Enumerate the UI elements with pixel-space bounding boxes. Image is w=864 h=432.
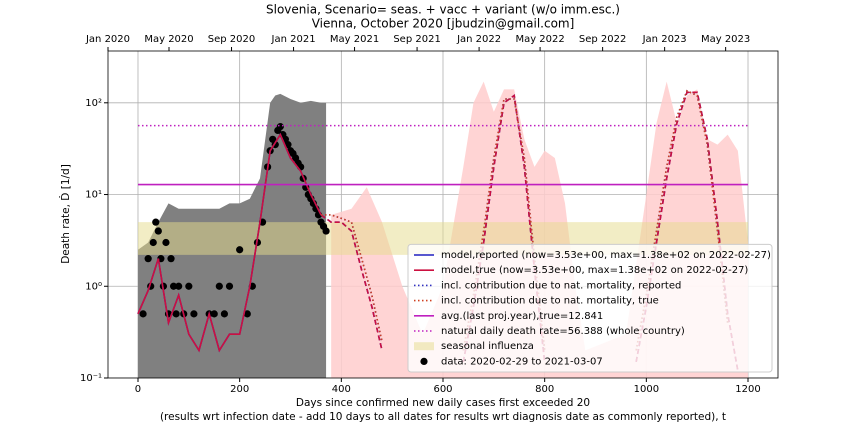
- y-tick-label: 10²: [85, 98, 102, 109]
- legend-label: incl. contribution due to nat. mortality…: [441, 280, 681, 291]
- y-axis-label: Death rate, Ḋ [1/d]: [59, 164, 72, 264]
- legend-label: natural daily death rate=56.388 (whole c…: [441, 326, 685, 337]
- x2-tick-label: Jan 2022: [456, 34, 501, 45]
- x2-tick-label: Sep 2022: [579, 34, 626, 45]
- data-point: [167, 255, 175, 263]
- data-point: [190, 310, 198, 318]
- x2-tick-label: Jan 2021: [271, 34, 316, 45]
- legend-label: data: 2020-02-29 to 2021-03-07: [441, 356, 603, 367]
- data-point: [149, 238, 157, 247]
- data-point: [162, 238, 170, 247]
- data-point: [172, 310, 180, 318]
- data-point: [220, 310, 229, 318]
- x2-tick-label: Sep 2021: [393, 34, 440, 45]
- data-point: [225, 282, 234, 290]
- data-point: [169, 282, 178, 290]
- legend-label: seasonal influenza: [441, 341, 534, 352]
- data-point: [276, 123, 284, 131]
- legend-label: incl. contribution due to nat. mortality…: [441, 296, 659, 307]
- x2-tick-label: Jan 2020: [85, 34, 130, 45]
- x-tick-label: 800: [535, 384, 554, 395]
- axes: 0 200 400 600 800 1000 1200 Jan 2020 May 2020 Sep…: [80, 34, 779, 395]
- series-line: [462, 98, 546, 351]
- x-tick-label: 1200: [735, 384, 760, 395]
- x2-tick-label: May 2021: [330, 34, 379, 45]
- legend-box: [407, 243, 773, 373]
- chart-subtitle: Vienna, October 2020 [jbudzin@gmail.com]: [312, 17, 575, 31]
- y-tick-label: 10⁻¹: [80, 373, 102, 384]
- data-point: [185, 282, 193, 290]
- data-point: [152, 218, 160, 226]
- legend-label: model,reported (now=3.53e+00, max=1.38e+…: [441, 250, 771, 261]
- x2-tick-label: Sep 2020: [208, 34, 255, 45]
- x-tick-label: 200: [230, 384, 249, 395]
- x-tick-label: 1000: [634, 384, 659, 395]
- legend-swatch: [414, 342, 434, 351]
- data-point: [322, 227, 330, 235]
- data-point: [215, 282, 223, 290]
- x-axis-label: Days since confirmed new daily cases fir…: [296, 397, 590, 409]
- legend-swatch: [420, 357, 428, 365]
- chart-title: Slovenia, Scenario= seas. + vacc + varia…: [266, 3, 620, 17]
- x-tick-label: 400: [332, 384, 351, 395]
- x-axis-note: (results wrt infection date - add 10 day…: [160, 411, 726, 423]
- data-point: [154, 227, 162, 235]
- data-point: [243, 310, 251, 318]
- series-line: [137, 132, 322, 353]
- x-tick-label: 0: [135, 384, 141, 395]
- y-tick-label: 10¹: [85, 190, 102, 201]
- x-tick-label: 600: [433, 384, 452, 395]
- x2-tick-label: Jan 2023: [642, 34, 687, 45]
- x2-tick-label: May 2022: [515, 34, 564, 45]
- legend-label: model,true (now=3.53e+00, max=1.38e+02 o…: [441, 265, 748, 276]
- data-point: [139, 310, 147, 318]
- plot-frame: [107, 50, 779, 379]
- data-point: [210, 310, 218, 318]
- y-tick-label: 10⁰: [85, 281, 102, 292]
- x2-tick-label: May 2023: [701, 34, 750, 45]
- data-point: [236, 246, 244, 254]
- data-point: [144, 255, 152, 263]
- legend-label: avg.(last proj.year),true=12.841: [441, 311, 603, 322]
- data-point: [175, 282, 183, 290]
- x2-tick-label: May 2020: [144, 34, 193, 45]
- series-line: [320, 214, 383, 351]
